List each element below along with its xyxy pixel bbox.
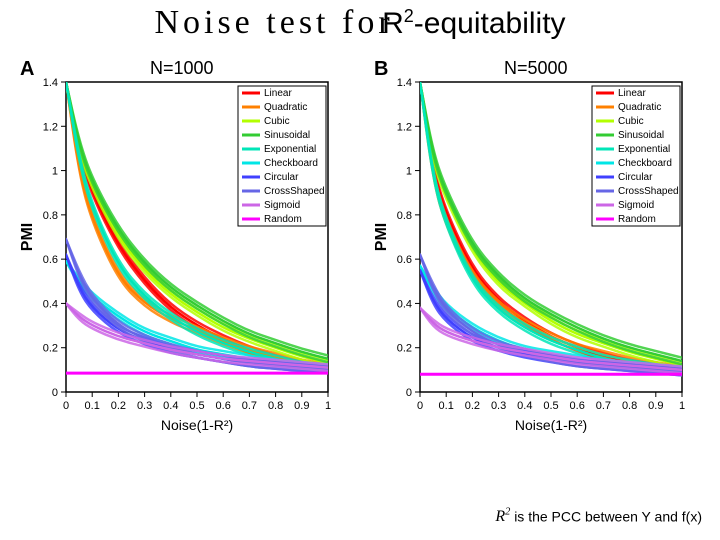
- title-serif-part: Noise test for: [154, 4, 393, 41]
- footnote-symbol: R2: [495, 508, 510, 525]
- svg-text:0.7: 0.7: [242, 400, 257, 412]
- svg-text:Circular: Circular: [618, 172, 653, 183]
- svg-text:0.6: 0.6: [43, 254, 58, 266]
- svg-text:0.8: 0.8: [43, 210, 58, 222]
- chart-A: 0 0.1 0.2 0.3 0.4 0.5 0.6 0.7 0.8 0.9 1 0 0.2 0.4 0.6 0…: [18, 64, 348, 444]
- svg-text:0.2: 0.2: [397, 343, 412, 355]
- svg-text:Linear: Linear: [264, 88, 292, 99]
- svg-text:Linear: Linear: [618, 88, 646, 99]
- svg-text:0.4: 0.4: [517, 400, 532, 412]
- svg-text:Sinusoidal: Sinusoidal: [618, 130, 664, 141]
- svg-text:1.4: 1.4: [43, 77, 58, 89]
- svg-text:0.7: 0.7: [596, 400, 611, 412]
- svg-text:Sinusoidal: Sinusoidal: [264, 130, 310, 141]
- svg-text:1.2: 1.2: [43, 121, 58, 133]
- svg-text:0.9: 0.9: [648, 400, 663, 412]
- svg-text:1: 1: [325, 400, 331, 412]
- svg-text:Exponential: Exponential: [618, 144, 670, 155]
- svg-text:0.6: 0.6: [397, 254, 412, 266]
- svg-text:Checkboard: Checkboard: [618, 158, 672, 169]
- page-title: Noise test for R2-equitability: [0, 4, 720, 50]
- svg-text:1: 1: [406, 166, 412, 178]
- svg-text:Exponential: Exponential: [264, 144, 316, 155]
- svg-text:Noise(1-R²): Noise(1-R²): [515, 417, 587, 433]
- title-sans-part: R2-equitability: [382, 7, 565, 40]
- svg-text:0.3: 0.3: [491, 400, 506, 412]
- svg-text:1.4: 1.4: [397, 77, 412, 89]
- svg-text:Random: Random: [264, 214, 302, 225]
- footnote: R2 is the PCC between Y and f(x): [495, 507, 702, 526]
- svg-text:1.2: 1.2: [397, 121, 412, 133]
- footnote-text: is the PCC between Y and f(x): [514, 508, 702, 524]
- svg-text:0: 0: [406, 387, 412, 399]
- svg-text:0.3: 0.3: [137, 400, 152, 412]
- svg-text:Cubic: Cubic: [618, 116, 644, 127]
- svg-text:0: 0: [417, 400, 423, 412]
- svg-text:CrossShaped: CrossShaped: [264, 186, 325, 197]
- svg-text:0.5: 0.5: [189, 400, 204, 412]
- svg-text:1: 1: [52, 166, 58, 178]
- svg-text:Quadratic: Quadratic: [264, 102, 307, 113]
- svg-text:Cubic: Cubic: [264, 116, 290, 127]
- svg-text:0.8: 0.8: [268, 400, 283, 412]
- svg-text:PMI: PMI: [19, 223, 36, 251]
- svg-text:0.2: 0.2: [111, 400, 126, 412]
- svg-text:0.4: 0.4: [163, 400, 178, 412]
- svg-text:0.1: 0.1: [439, 400, 454, 412]
- svg-text:0.5: 0.5: [543, 400, 558, 412]
- svg-text:0.4: 0.4: [43, 298, 58, 310]
- svg-text:0.2: 0.2: [43, 343, 58, 355]
- svg-text:0.8: 0.8: [397, 210, 412, 222]
- svg-text:0.1: 0.1: [85, 400, 100, 412]
- svg-text:0.8: 0.8: [622, 400, 637, 412]
- svg-text:0: 0: [63, 400, 69, 412]
- svg-text:Circular: Circular: [264, 172, 299, 183]
- svg-text:Noise(1-R²): Noise(1-R²): [161, 417, 233, 433]
- svg-text:0.2: 0.2: [465, 400, 480, 412]
- svg-text:0: 0: [52, 387, 58, 399]
- svg-text:Quadratic: Quadratic: [618, 102, 661, 113]
- svg-text:0.9: 0.9: [294, 400, 309, 412]
- svg-text:0.6: 0.6: [216, 400, 231, 412]
- svg-text:0.6: 0.6: [570, 400, 585, 412]
- svg-text:CrossShaped: CrossShaped: [618, 186, 679, 197]
- svg-text:1: 1: [679, 400, 685, 412]
- svg-text:Checkboard: Checkboard: [264, 158, 318, 169]
- svg-text:0.4: 0.4: [397, 298, 412, 310]
- svg-text:Sigmoid: Sigmoid: [618, 200, 654, 211]
- svg-text:Random: Random: [618, 214, 656, 225]
- svg-text:PMI: PMI: [373, 223, 390, 251]
- chart-B: 0 0.1 0.2 0.3 0.4 0.5 0.6 0.7 0.8 0.9 1 0 0.2 0.4 0.6 0…: [372, 64, 702, 444]
- svg-text:Sigmoid: Sigmoid: [264, 200, 300, 211]
